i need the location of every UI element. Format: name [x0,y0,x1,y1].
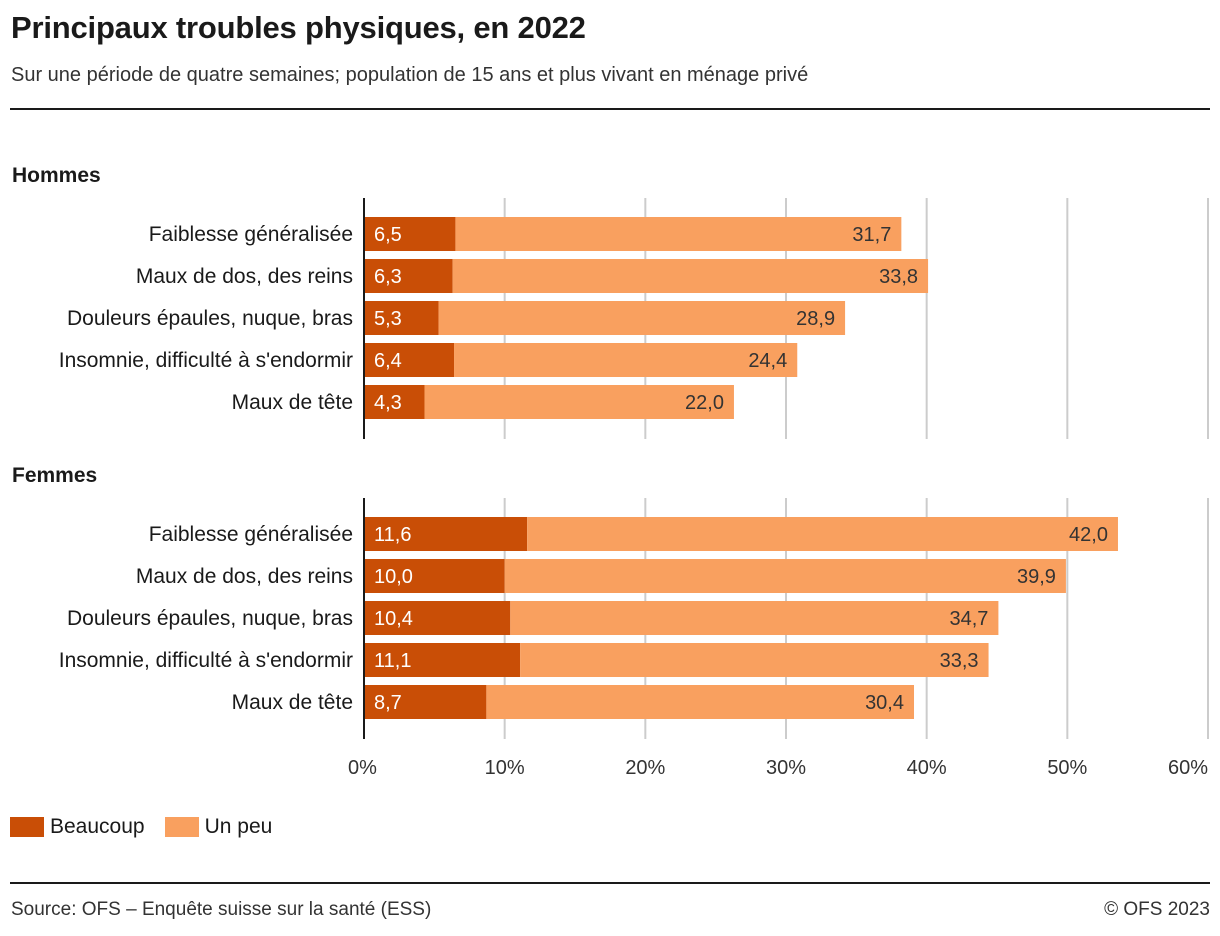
bar-un-peu [452,259,929,293]
source-note: Source: OFS – Enquête suisse sur la sant… [11,899,432,920]
data-label-un-peu: 28,9 [796,308,835,330]
data-label-beaucoup: 4,3 [374,392,402,414]
bar-un-peu [527,517,1118,551]
bar-un-peu [424,385,734,419]
legend: Beaucoup Un peu [10,815,292,839]
top-divider [10,108,1210,110]
legend-swatch-un-peu [164,817,199,837]
data-label-beaucoup: 10,4 [374,608,413,630]
data-label-beaucoup: 11,1 [374,650,411,672]
data-label-un-peu: 39,9 [1017,566,1056,588]
data-label-un-peu: 22,0 [685,392,724,414]
bar-un-peu [486,685,915,719]
data-label-beaucoup: 5,3 [374,308,402,330]
bar-beaucoup [364,343,455,377]
bar-beaucoup [364,217,456,251]
legend-label-un-peu: Un peu [204,815,273,838]
category-label: Maux de dos, des reins [136,265,353,288]
data-label-beaucoup: 6,5 [374,224,402,246]
chart-title: Principaux troubles physiques, en 2022 [11,10,586,45]
bar-beaucoup [364,301,439,335]
bar-beaucoup [364,643,521,677]
bar-un-peu [520,643,989,677]
data-label-beaucoup: 6,3 [374,266,402,288]
x-tick-label: 20% [625,757,665,779]
category-label: Douleurs épaules, nuque, bras [67,607,353,630]
category-label: Maux de dos, des reins [136,565,353,588]
category-label: Douleurs épaules, nuque, bras [67,307,353,330]
category-label: Faiblesse généralisée [149,523,353,546]
data-label-un-peu: 42,0 [1069,524,1108,546]
data-label-beaucoup: 6,4 [374,350,402,372]
x-tick-label: 30% [766,757,806,779]
bottom-divider [10,882,1210,884]
chart-subtitle: Sur une période de quatre semaines; popu… [11,64,809,86]
x-tick-label: 10% [485,757,525,779]
data-label-un-peu: 33,3 [940,650,979,672]
data-label-un-peu: 30,4 [865,692,904,714]
bar-un-peu [504,559,1066,593]
bar-beaucoup [364,517,528,551]
legend-swatch-beaucoup [10,817,44,837]
data-label-beaucoup: 10,0 [374,566,413,588]
data-label-beaucoup: 11,6 [374,524,411,546]
category-label: Maux de tête [232,691,353,714]
bar-un-peu [438,301,846,335]
bar-un-peu [455,217,902,251]
x-tick-label: 40% [907,757,947,779]
stacked-bar-chart: Hommes Faiblesse généralisée 6,5 31,7 Maux d… [12,164,1209,779]
category-label: Faiblesse généralisée [149,223,353,246]
x-tick-label: 0% [348,757,377,779]
x-tick-label: 50% [1047,757,1087,779]
bar-beaucoup [364,559,505,593]
bar-beaucoup [364,385,425,419]
panel-title: Femmes [12,464,97,487]
bar-beaucoup [364,259,453,293]
bar-beaucoup [364,685,487,719]
bar-un-peu [510,601,999,635]
legend-item-beaucoup[interactable]: Beaucoup [10,815,145,839]
data-label-un-peu: 31,7 [852,224,891,246]
data-label-un-peu: 34,7 [949,608,988,630]
x-tick-label: 60% [1168,757,1208,779]
category-label: Insomnie, difficulté à s'endormir [59,649,353,672]
bar-beaucoup [364,601,511,635]
data-label-un-peu: 24,4 [748,350,787,372]
legend-label-beaucoup: Beaucoup [50,815,145,838]
category-label: Maux de tête [232,391,353,414]
panel-title: Hommes [12,164,101,187]
category-label: Insomnie, difficulté à s'endormir [59,349,353,372]
data-label-un-peu: 33,8 [879,266,918,288]
copyright-note: © OFS 2023 [1104,899,1210,920]
legend-item-un-peu[interactable]: Un peu [164,815,273,839]
bar-un-peu [454,343,798,377]
data-label-beaucoup: 8,7 [374,692,402,714]
